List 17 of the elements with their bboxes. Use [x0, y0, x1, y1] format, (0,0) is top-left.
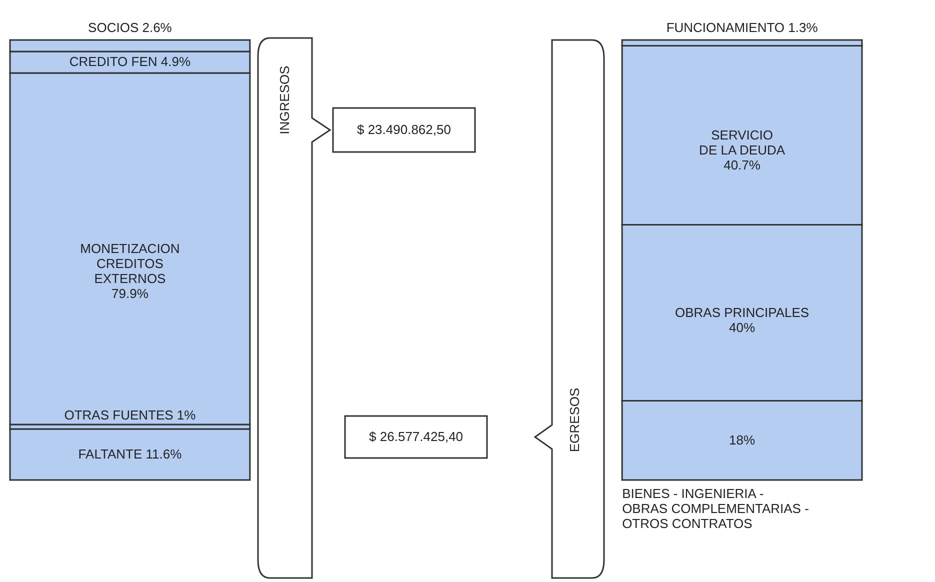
text: FALTANTE 11.6% — [78, 446, 182, 462]
data-label: 18% — [729, 432, 756, 448]
text: CREDITO FEN 4.9% — [69, 54, 191, 70]
annotation: $ 23.490.862,50 — [356, 122, 451, 137]
series-label: BIENES - INGENIERIA - OBRAS COMPLEMENTARIAS - OTROS CONTRATOS — [622, 486, 809, 531]
text: FUNCIONAMIENTO 1.3% — [666, 20, 818, 35]
text: OTRAS FUENTES 1% — [64, 408, 196, 423]
data-label: 40% — [729, 320, 756, 335]
x-tick-label: INGRESOS — [276, 65, 292, 134]
data-label: 40.7% — [724, 157, 761, 172]
x-tick-label: EGRESOS — [567, 388, 582, 452]
series-label: MONETIZACION CREDITOS EXTERNOS — [80, 240, 180, 286]
text: SOCIOS 2.6% — [88, 20, 172, 35]
series-label: OBRAS PRINCIPALES — [674, 304, 810, 320]
series-label: SERVICIO DE LA DEUDA — [699, 127, 786, 158]
data-label: 79.9% — [112, 286, 149, 301]
annotation: $ 26.577.425,40 — [369, 429, 464, 444]
